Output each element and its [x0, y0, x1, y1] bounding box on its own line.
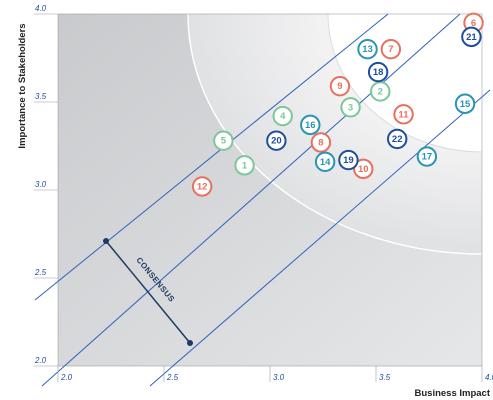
- data-point-label: 19: [343, 155, 354, 166]
- data-point-marker: [461, 26, 482, 48]
- data-point-marker: [387, 128, 408, 150]
- data-point: 7: [380, 39, 402, 60]
- data-point-marker: [300, 114, 321, 136]
- y-tick-label: 3.0: [35, 180, 47, 189]
- y-axis-title: Importance to Stakeholders: [17, 23, 28, 148]
- data-point-marker: [393, 104, 414, 125]
- y-tick-label: 3.5: [35, 92, 47, 101]
- data-point: 2: [370, 81, 391, 102]
- data-point-label: 17: [422, 152, 433, 163]
- data-point-marker: [367, 61, 389, 83]
- axes: 2.0 2.5 3.0 3.5 4.0 2.0 2.5 3.0 3.5 4.0 Business…: [17, 4, 493, 399]
- x-tick-label: 3.5: [379, 373, 391, 382]
- data-point-label: 12: [197, 181, 208, 192]
- data-point: 10: [353, 158, 374, 180]
- data-point: 3: [340, 97, 361, 118]
- data-point: 4: [272, 105, 293, 127]
- data-point-marker: [370, 81, 391, 102]
- data-point: 16: [300, 114, 321, 136]
- data-point-label: 5: [221, 136, 227, 147]
- data-point-label: 11: [399, 109, 410, 120]
- data-point-marker: [272, 105, 293, 127]
- data-point: 9: [329, 75, 351, 97]
- data-point-label: 3: [348, 102, 353, 113]
- data-point-marker: [357, 39, 378, 60]
- data-point-label: 13: [362, 44, 373, 55]
- consensus-line-middle: [41, 13, 461, 387]
- data-point: 15: [454, 93, 476, 114]
- data-point-marker: [416, 146, 438, 167]
- data-point-label: 15: [460, 99, 471, 110]
- zone-boundary-outer: [187, 14, 482, 255]
- data-point: 8: [310, 132, 332, 153]
- data-point-label: 16: [305, 120, 316, 131]
- data-point-label: 2: [378, 86, 383, 97]
- x-tick-label: 2.0: [60, 373, 73, 382]
- data-point-marker: [310, 132, 332, 153]
- consensus-bracket-end-top: [103, 238, 109, 244]
- data-point-label: 8: [318, 137, 323, 148]
- data-point-label: 18: [373, 67, 384, 78]
- data-point-label: 14: [320, 157, 331, 168]
- data-point-marker: [314, 151, 336, 173]
- data-point: 13: [357, 39, 378, 60]
- consensus-bracket: [105, 240, 191, 344]
- y-tick-label: 4.0: [35, 4, 47, 13]
- consensus-line-upper: [34, 13, 389, 301]
- x-tick-label: 3.0: [273, 373, 285, 382]
- data-point: 11: [393, 104, 414, 125]
- consensus-line-lower: [149, 89, 491, 387]
- data-point-marker: [338, 149, 359, 171]
- data-point-marker: [266, 130, 287, 151]
- data-point: 21: [461, 26, 482, 48]
- data-point-marker: [454, 93, 476, 114]
- data-point-marker: [353, 158, 374, 180]
- data-point: 1: [234, 155, 255, 176]
- data-point-marker: [234, 155, 255, 176]
- data-point-marker: [380, 39, 402, 60]
- data-point-marker: [213, 130, 234, 151]
- data-point-label: 1: [242, 160, 248, 171]
- plot-area: [57, 13, 483, 367]
- x-tick-label: 4.0: [485, 373, 493, 382]
- y-tick-label: 2.5: [34, 268, 47, 277]
- data-point-marker: [329, 75, 351, 97]
- consensus-bracket-end-bottom: [187, 340, 193, 346]
- data-point-marker: [340, 97, 361, 118]
- x-axis-title: Business Impact: [415, 388, 491, 399]
- data-point-label: 9: [337, 81, 342, 92]
- consensus-lines: [34, 13, 491, 387]
- data-point-label: 22: [392, 134, 403, 145]
- data-point-label: 7: [388, 44, 393, 55]
- data-point: 18: [367, 61, 389, 83]
- y-tick-label: 2.0: [34, 356, 47, 365]
- data-point-label: 20: [271, 136, 282, 147]
- data-point: 14: [314, 151, 336, 173]
- zone-boundary-inner: [327, 14, 482, 153]
- data-point-label: 6: [471, 18, 476, 29]
- x-axis: 2.0 2.5 3.0 3.5 4.0: [57, 366, 493, 382]
- data-point-marker: [191, 176, 213, 197]
- data-point-label: 4: [280, 111, 286, 122]
- data-point: 20: [266, 130, 287, 151]
- x-tick-label: 2.5: [166, 373, 179, 382]
- data-point: 12: [191, 176, 213, 197]
- y-axis: 2.0 2.5 3.0 3.5 4.0: [34, 4, 58, 367]
- data-point-label: 21: [466, 32, 477, 43]
- data-point: 17: [416, 146, 438, 167]
- data-point: 22: [387, 128, 408, 150]
- data-point: 5: [213, 130, 234, 151]
- data-point-label: 10: [358, 164, 369, 175]
- data-point: 19: [338, 149, 359, 171]
